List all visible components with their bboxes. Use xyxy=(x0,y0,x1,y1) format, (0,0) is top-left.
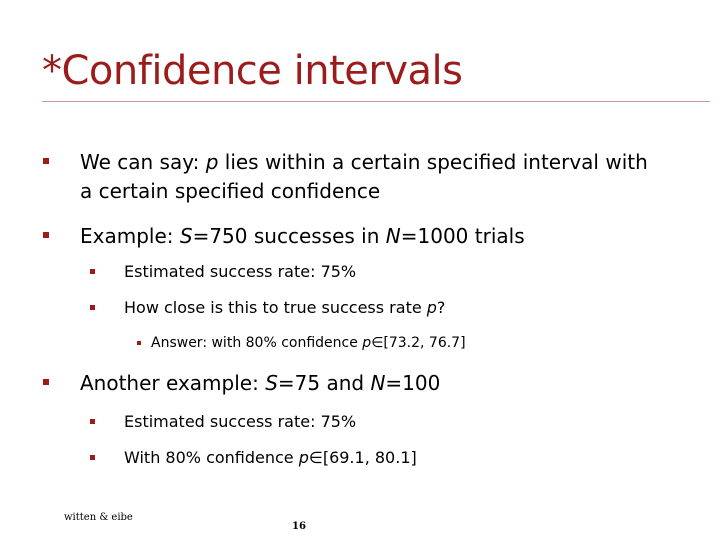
bullet-2-line: Example: S=750 successes in N=1000 trial… xyxy=(80,222,525,250)
bullet-1-text-b: lies within a certain specified interval… xyxy=(218,150,648,174)
sub-bullet-2-2-prefix: How close is this to true success rate xyxy=(124,298,427,317)
bullet-3-prefix: Another example: xyxy=(80,371,266,395)
bullet-1-text-a: We can say: xyxy=(80,150,206,174)
variable-p: p xyxy=(298,448,309,467)
bullet-2-mid: =750 successes in xyxy=(192,224,386,248)
sub-bullet-2-2-suffix: ? xyxy=(436,298,446,317)
bullet-marker xyxy=(43,158,49,164)
sub-bullet-marker xyxy=(90,455,95,460)
sub-bullet-3-2: With 80% confidence p∈[69.1, 80.1] xyxy=(124,447,417,469)
variable-p: p xyxy=(426,298,437,317)
sub-bullet-3-2-interval: ∈[69.1, 80.1] xyxy=(308,448,417,467)
bullet-1-line-1: We can say: p lies within a certain spec… xyxy=(80,148,648,176)
bullet-3-mid: =75 and xyxy=(277,371,371,395)
sub-bullet-3-1: Estimated success rate: 75% xyxy=(124,412,357,431)
bullet-3-line: Another example: S=75 and N=100 xyxy=(80,369,440,397)
bullet-2-suffix: =1000 trials xyxy=(400,224,525,248)
bullet-marker xyxy=(43,232,49,238)
variable-n: N xyxy=(385,224,401,248)
sub-bullet-marker xyxy=(90,305,95,310)
sub-bullet-marker xyxy=(90,419,95,424)
sub-bullet-3-2-prefix: With 80% confidence xyxy=(124,448,299,467)
bullet-3-suffix: =100 xyxy=(385,371,441,395)
sub-bullet-2-2: How close is this to true success rate p… xyxy=(124,297,445,319)
sub-sub-bullet-marker xyxy=(137,341,141,345)
bullet-marker xyxy=(43,379,49,385)
sub-bullet-marker xyxy=(90,269,95,274)
answer-interval: ∈[73.2, 76.7] xyxy=(371,335,466,351)
answer-prefix: Answer: with 80% confidence xyxy=(151,335,363,351)
variable-s: S xyxy=(265,371,278,395)
slide-title: *Confidence intervals xyxy=(42,48,463,94)
footer-author: witten & eibe xyxy=(64,512,133,523)
variable-n: N xyxy=(370,371,386,395)
bullet-1-line-2: a certain specified confidence xyxy=(80,179,381,203)
variable-p: p xyxy=(205,150,219,174)
sub-bullet-2-1: Estimated success rate: 75% xyxy=(124,262,357,281)
sub-sub-bullet-answer: Answer: with 80% confidence p∈[73.2, 76.… xyxy=(151,333,466,353)
bullet-2-prefix: Example: xyxy=(80,224,180,248)
variable-p: p xyxy=(362,335,372,351)
title-divider xyxy=(42,101,710,102)
variable-s: S xyxy=(179,224,193,248)
page-number: 16 xyxy=(292,521,306,532)
